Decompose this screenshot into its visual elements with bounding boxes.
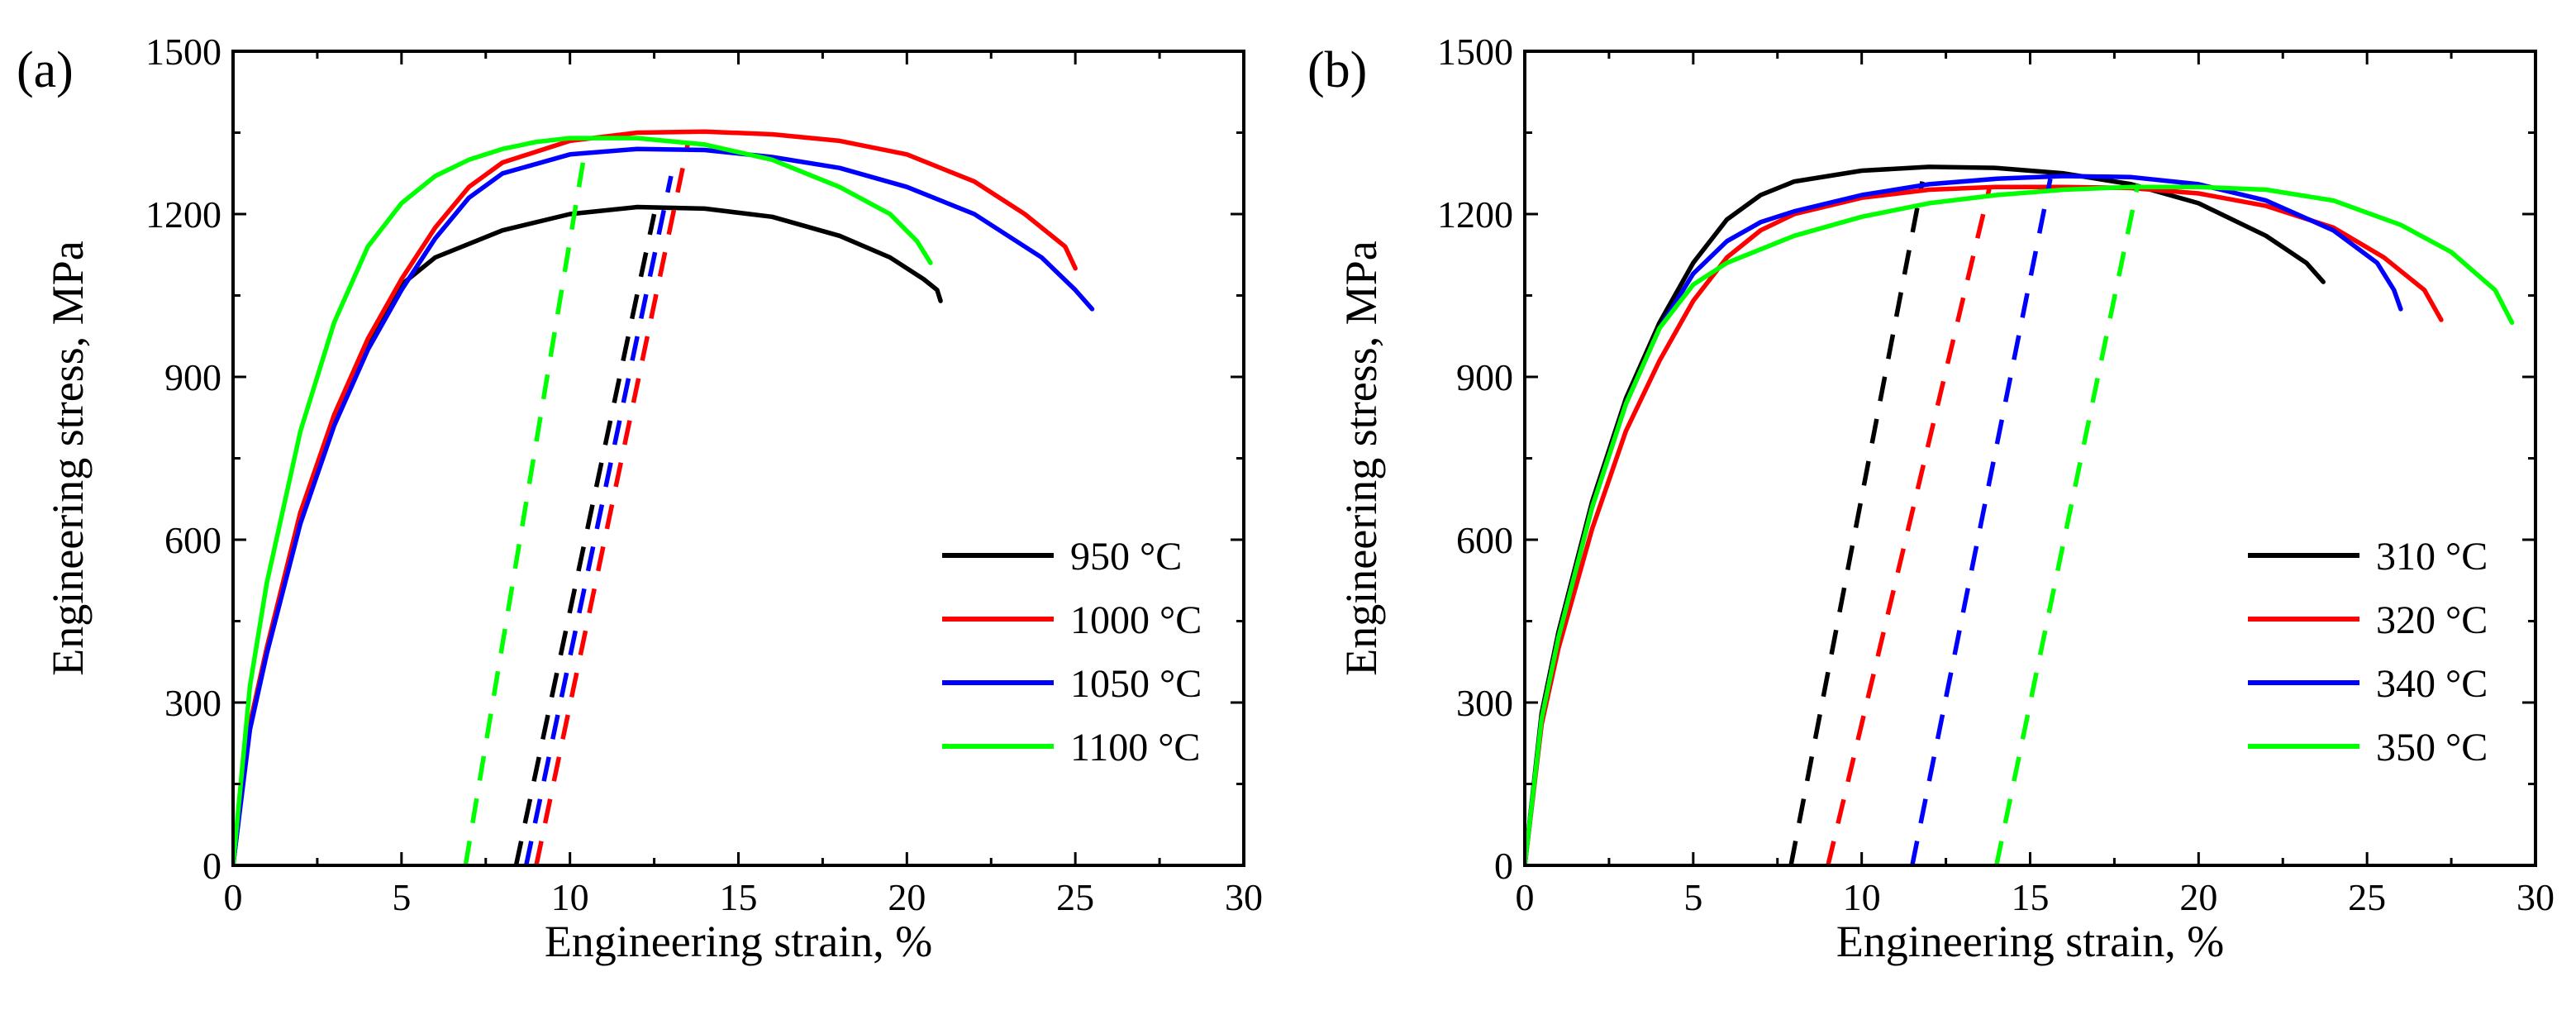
legend: 310 °C 320 °C 340 °C 350 °C xyxy=(2248,535,2488,769)
unloading-line-1000C xyxy=(534,143,691,865)
x-tick-label: 20 xyxy=(2179,876,2217,918)
y-tick-label: 600 xyxy=(1456,519,1513,561)
x-tick-label: 5 xyxy=(1683,876,1702,918)
x-axis-label: Engineering strain, % xyxy=(545,917,932,966)
panel-label: (a) xyxy=(17,42,74,98)
x-axis-label: Engineering strain, % xyxy=(1836,917,2224,966)
legend-label: 1000 °C xyxy=(1070,598,1202,642)
unloading-line-310C xyxy=(1788,181,1925,865)
x-tick-label: 20 xyxy=(888,876,926,918)
x-tick-label: 15 xyxy=(2012,876,2050,918)
x-tick-label: 0 xyxy=(224,876,243,918)
legend-label: 1100 °C xyxy=(1070,726,1200,769)
series-line-1000C xyxy=(233,129,1078,865)
legend-label: 950 °C xyxy=(1070,535,1182,579)
x-tick-label: 25 xyxy=(1056,876,1094,918)
series-line-1050C xyxy=(233,146,1095,865)
x-tick-label: 10 xyxy=(551,876,589,918)
y-tick-label: 1200 xyxy=(145,193,221,236)
legend-label: 320 °C xyxy=(2376,598,2488,642)
y-tick-label: 0 xyxy=(1494,845,1513,887)
legend-label: 310 °C xyxy=(2376,535,2488,579)
y-tick-label: 300 xyxy=(164,682,221,724)
y-axis-label: Engineering stress, MPa xyxy=(1336,241,1386,675)
x-tick-label: 0 xyxy=(1516,876,1535,918)
x-tick-label: 30 xyxy=(2516,876,2555,918)
panel-label: (b) xyxy=(1307,42,1367,98)
y-tick-label: 900 xyxy=(1456,356,1513,398)
panel-b: 0 5 10 15 20 25 30030060090012001500Engineerin… xyxy=(1307,31,2555,966)
plot-area xyxy=(1525,164,2515,865)
plot-area xyxy=(233,129,1095,865)
panel-a: 0 5 10 15 20 25 30030060090012001500Engineerin… xyxy=(17,31,1263,966)
unloading-line-350C xyxy=(1994,183,2140,865)
y-tick-label: 1500 xyxy=(1437,31,1513,73)
y-axis-label: Engineering stress, MPa xyxy=(43,241,93,675)
unloading-line-1050C xyxy=(523,175,674,865)
series-line-310C xyxy=(1525,164,2326,865)
x-tick-label: 30 xyxy=(1225,876,1263,918)
y-tick-label: 300 xyxy=(1456,682,1513,724)
legend-label: 340 °C xyxy=(2376,662,2488,706)
series-line-320C xyxy=(1525,184,2444,865)
x-tick-label: 10 xyxy=(1843,876,1881,918)
legend-label: 350 °C xyxy=(2376,726,2488,769)
unloading-line-320C xyxy=(1826,186,1993,865)
y-tick-label: 0 xyxy=(202,845,221,887)
y-tick-label: 1200 xyxy=(1437,193,1513,236)
legend: 950 °C 1000 °C 1050 °C 1100 °C xyxy=(942,535,1202,769)
unloading-line-950C xyxy=(513,213,657,865)
series-line-340C xyxy=(1525,174,2403,865)
unloading-line-340C xyxy=(1910,178,2053,865)
x-tick-label: 25 xyxy=(2348,876,2386,918)
y-tick-label: 900 xyxy=(164,356,221,398)
y-tick-label: 1500 xyxy=(145,31,221,73)
x-tick-label: 5 xyxy=(392,876,411,918)
legend-label: 1050 °C xyxy=(1070,662,1202,706)
series-line-350C xyxy=(1525,184,2515,865)
series-line-1100C xyxy=(233,136,933,865)
x-tick-label: 15 xyxy=(720,876,758,918)
unloading-line-1100C xyxy=(463,159,586,865)
y-tick-label: 600 xyxy=(164,519,221,561)
